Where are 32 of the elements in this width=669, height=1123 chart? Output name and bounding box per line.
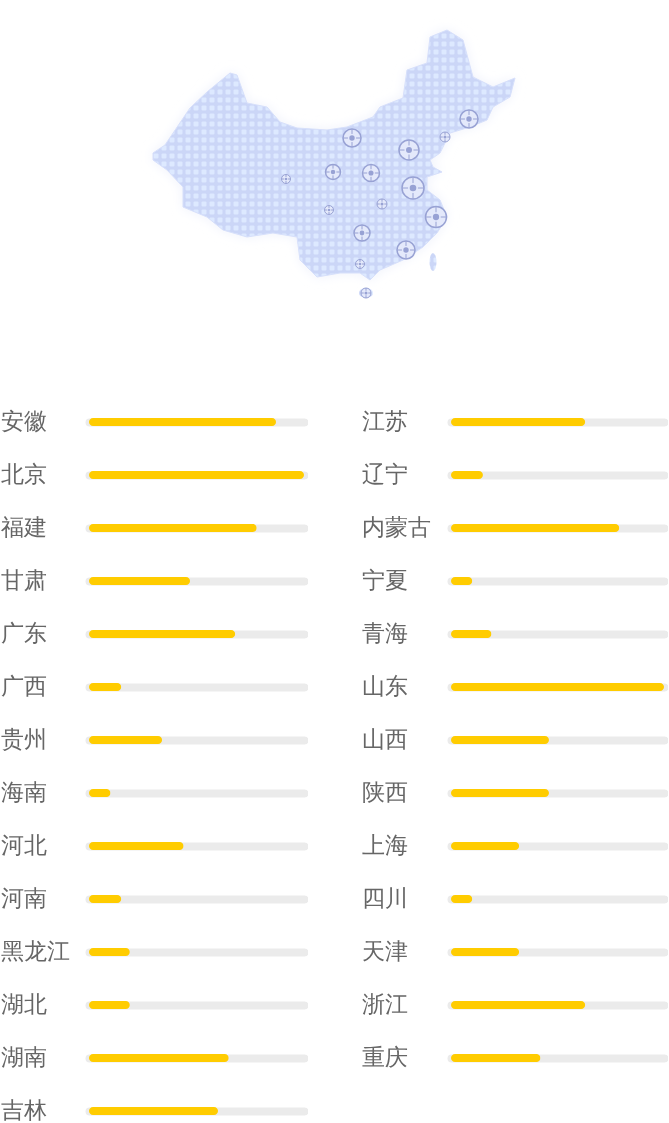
- y-tick-label: 河北: [0, 832, 47, 858]
- y-tick-label: 宁夏: [361, 567, 408, 593]
- bar: [451, 948, 520, 956]
- y-tick-label: 黑龙江: [0, 938, 70, 964]
- y-tick-label: 安徽: [0, 408, 47, 434]
- y-tick-label: 贵州: [0, 726, 47, 752]
- y-tick-label: 陕西: [361, 779, 408, 805]
- bar: [89, 948, 130, 956]
- y-tick-label: 广西: [0, 673, 47, 699]
- y-tick-label: 海南: [0, 779, 47, 805]
- y-tick-label: 江苏: [361, 408, 408, 434]
- y-tick-label: 甘肃: [0, 567, 47, 593]
- y-tick-label: 广东: [0, 620, 47, 646]
- y-tick-label: 浙江: [361, 991, 408, 1017]
- bar: [451, 630, 492, 638]
- y-tick-label: 北京: [0, 461, 47, 487]
- y-tick-label: 湖南: [0, 1044, 47, 1070]
- y-tick-label: 湖北: [0, 991, 47, 1017]
- y-tick-label: 山西: [361, 726, 408, 752]
- y-tick-label: 青海: [361, 620, 408, 646]
- y-tick-label: 内蒙古: [361, 514, 431, 540]
- y-tick-label: 河南: [0, 885, 47, 911]
- y-tick-label: 吉林: [0, 1097, 47, 1123]
- y-tick-label: 重庆: [361, 1044, 408, 1070]
- bar: [89, 1001, 130, 1009]
- y-tick-label: 上海: [361, 832, 408, 858]
- y-tick-label: 四川: [361, 885, 408, 911]
- y-tick-label: 天津: [361, 938, 408, 964]
- bar: [451, 842, 520, 850]
- y-tick-label: 辽宁: [361, 461, 408, 487]
- y-tick-label: 福建: [0, 514, 47, 540]
- y-tick-label: 山东: [361, 673, 408, 699]
